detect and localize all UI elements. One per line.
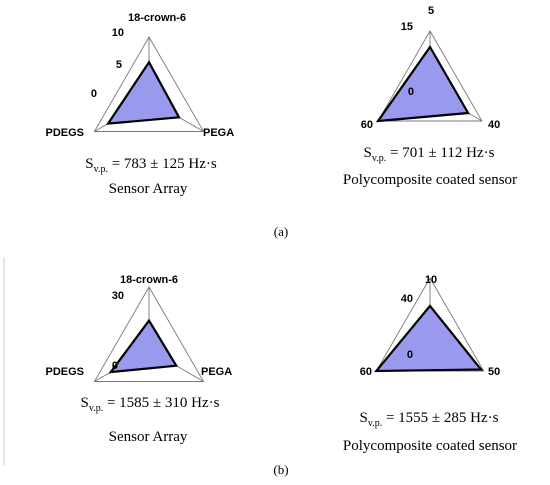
area-subscript: v.p. <box>94 164 108 175</box>
tick-label-max: 15 <box>401 21 413 33</box>
area-equation: Sv.p. = 1585 ± 310 Hz·s <box>81 395 220 414</box>
tick-label-zero: 0 <box>407 349 413 361</box>
axis-label-3: PDEGS <box>45 366 84 378</box>
area-symbol: S <box>364 145 372 161</box>
area-value: = 1585 ± 310 Hz·s <box>103 395 219 411</box>
radar-data-area <box>108 318 179 374</box>
area-value: = 701 ± 112 Hz·s <box>386 145 494 161</box>
axis-label-1: 5 <box>428 5 434 17</box>
axis-label-1: 18-crown-6 <box>128 12 186 24</box>
radar-charts: 18-crown-6 PEGA PDEGS 0 5 10 Sv.p. = 783 ± 125… <box>45 5 517 454</box>
tick-label-zero: 0 <box>408 86 414 98</box>
area-value: = 783 ± 125 Hz·s <box>108 156 217 172</box>
radar-chart-4: 10 50 60 0 40 Sv.p. = 1555 ± 285 Hz·s Polycomp… <box>343 274 517 454</box>
radar-data-area <box>105 60 181 125</box>
tick-label-max: 10 <box>112 27 124 39</box>
area-subscript: v.p. <box>372 153 386 164</box>
axis-label-3: PDEGS <box>45 127 84 139</box>
radar-chart-1: 18-crown-6 PEGA PDEGS 0 5 10 Sv.p. = 783 ± 125… <box>45 12 234 197</box>
axis-label-2: 50 <box>488 366 500 378</box>
chart-caption: Polycomposite coated sensor <box>343 438 517 454</box>
radar-chart-2: 5 40 60 0 15 Sv.p. = 701 ± 112 Hz·s Polycompos… <box>343 5 517 188</box>
radar-frame <box>377 30 483 122</box>
radar-data-area <box>373 304 484 373</box>
area-equation: Sv.p. = 701 ± 112 Hz·s <box>364 145 495 164</box>
axis-label-1: 18-crown-6 <box>120 274 178 286</box>
radar-frame <box>93 36 205 132</box>
chart-caption: Sensor Array <box>109 181 188 197</box>
area-symbol: S <box>360 410 368 426</box>
area-equation: Sv.p. = 1555 ± 285 Hz·s <box>360 410 499 429</box>
axis-label-3: 60 <box>360 366 372 378</box>
panel-label-a: (a) <box>274 224 288 239</box>
radar-data-area <box>375 44 470 123</box>
axis-label-2: PEGA <box>203 127 234 139</box>
area-subscript: v.p. <box>89 403 103 414</box>
tick-label-zero: 0 <box>91 88 97 100</box>
tick-label-max: 30 <box>112 290 124 302</box>
axis-label-2: 40 <box>488 119 500 131</box>
axis-label-1: 10 <box>425 274 437 286</box>
radar-frame <box>93 286 205 382</box>
chart-caption: Polycomposite coated sensor <box>343 172 517 188</box>
radar-chart-3: 18-crown-6 PEGA PDEGS 0 30 Sv.p. = 1585 ± 310… <box>45 274 232 445</box>
panel-label-b: (b) <box>273 462 288 477</box>
tick-label-max: 40 <box>401 293 413 305</box>
area-symbol: S <box>81 395 89 411</box>
chart-caption: Sensor Array <box>109 429 188 445</box>
area-symbol: S <box>85 156 93 172</box>
area-subscript: v.p. <box>368 418 382 429</box>
tick-label-zero: 0 <box>112 360 118 372</box>
axis-label-3: 60 <box>361 119 373 131</box>
area-value: = 1555 ± 285 Hz·s <box>382 410 498 426</box>
axis-label-2: PEGA <box>201 366 232 378</box>
area-equation: Sv.p. = 783 ± 125 Hz·s <box>85 156 217 175</box>
tick-label-mid: 5 <box>116 59 122 71</box>
